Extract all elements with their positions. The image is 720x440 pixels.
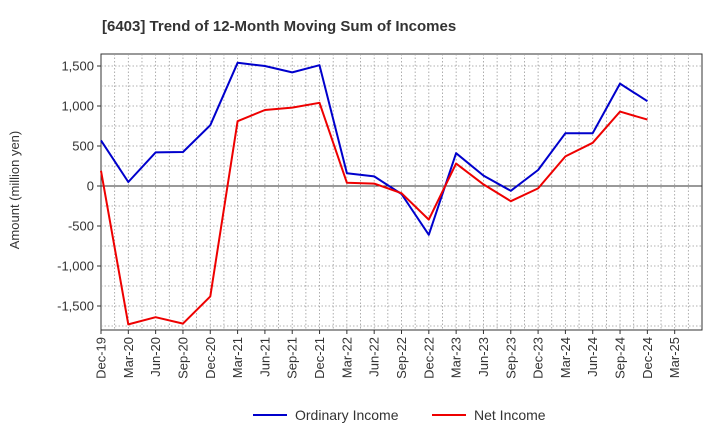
x-tick-label: Sep-21 <box>285 337 300 379</box>
x-tick-label: Dec-24 <box>640 337 655 379</box>
x-tick-label: Dec-20 <box>203 337 218 379</box>
x-tick-label: Sep-22 <box>394 337 409 379</box>
x-tick-label: Dec-19 <box>94 337 109 379</box>
y-tick-label: 1,500 <box>61 59 94 74</box>
x-tick-label: Mar-25 <box>667 337 682 378</box>
y-tick-label: -1,500 <box>57 299 94 314</box>
x-tick-label: Mar-20 <box>121 337 136 378</box>
legend: Ordinary Income Net Income <box>253 407 546 423</box>
x-tick-label: Jun-24 <box>585 337 600 377</box>
y-tick-label: -1,000 <box>57 259 94 274</box>
x-tick-label: Mar-22 <box>339 337 354 378</box>
x-tick-label: Mar-23 <box>449 337 464 378</box>
grid-lines <box>101 54 702 330</box>
series-line-net-income <box>100 101 648 326</box>
x-tick-label: Jun-20 <box>148 337 163 377</box>
legend-label: Ordinary Income <box>295 407 399 423</box>
x-tick-label: Jun-21 <box>257 337 272 377</box>
x-tick-label: Dec-23 <box>531 337 546 379</box>
y-tick-label: 1,000 <box>61 99 94 114</box>
x-tick-label: Sep-23 <box>503 337 518 379</box>
legend-label: Net Income <box>474 407 546 423</box>
y-tick-label: 0 <box>87 179 94 194</box>
chart-title: [6403] Trend of 12-Month Moving Sum of I… <box>102 18 456 35</box>
y-tick-label: 500 <box>72 139 94 154</box>
x-tick-label: Sep-24 <box>613 337 628 379</box>
y-axis-label: Amount (million yen) <box>7 131 22 250</box>
x-axis: Dec-19 Mar-20 Jun-20 Sep-20 Dec-20 Mar-21 Jun-… <box>94 330 682 379</box>
x-tick-label: Dec-22 <box>421 337 436 379</box>
x-tick-label: Mar-24 <box>558 337 573 378</box>
x-tick-label: Jun-22 <box>367 337 382 377</box>
x-tick-label: Jun-23 <box>476 337 491 377</box>
y-tick-label: -500 <box>68 219 94 234</box>
x-tick-label: Dec-21 <box>312 337 327 379</box>
y-axis: 1,500 1,000 500 0 -500 -1,000 -1,500 <box>57 59 101 314</box>
series-lines <box>100 61 648 326</box>
series-line-ordinary-income <box>100 61 648 236</box>
x-tick-label: Mar-21 <box>230 337 245 378</box>
x-tick-label: Sep-20 <box>175 337 190 379</box>
